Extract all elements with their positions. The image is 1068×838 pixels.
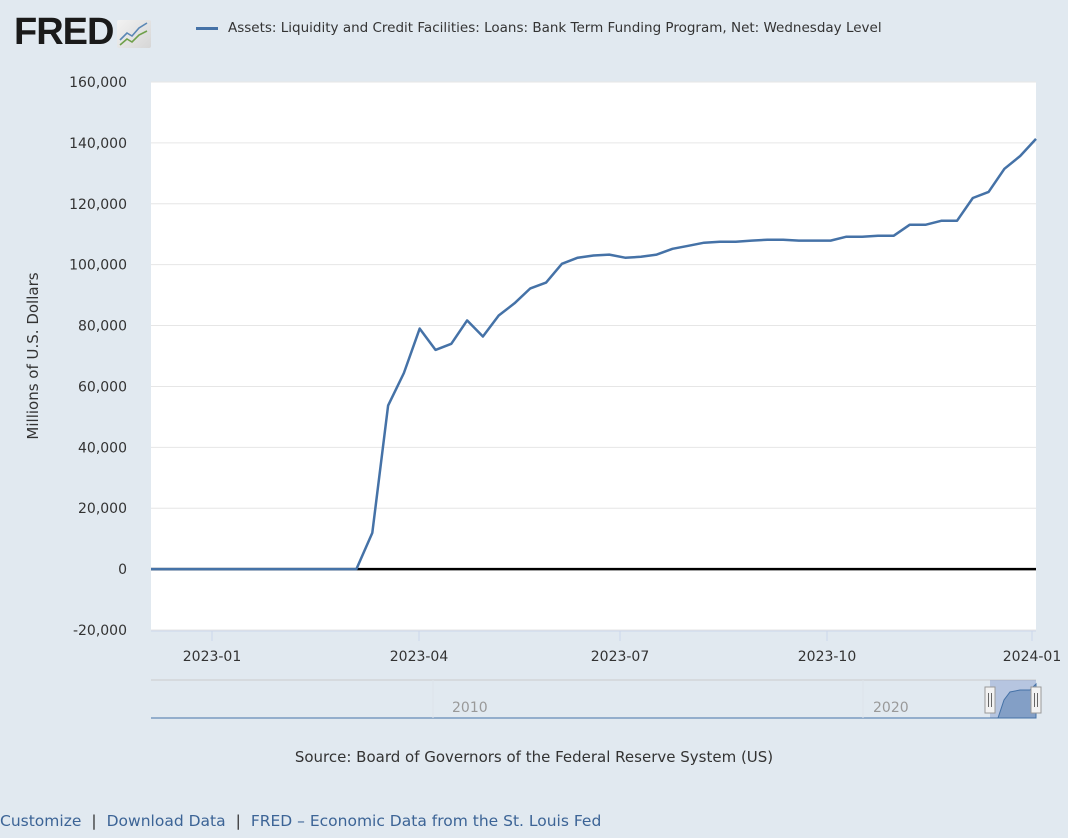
y-tick-label: 120,000: [69, 197, 127, 213]
separator: |: [91, 812, 97, 830]
x-tick-label: 2023-07: [591, 649, 650, 665]
fred-logo[interactable]: FRED: [14, 11, 152, 53]
x-tick-label: 2023-01: [183, 649, 242, 665]
y-tick-label: 100,000: [69, 258, 127, 274]
y-tick-label: 60,000: [78, 379, 127, 395]
y-tick-label: 20,000: [78, 501, 127, 517]
fred-home-link[interactable]: FRED – Economic Data from the St. Louis …: [250, 812, 602, 830]
customize-link[interactable]: Customize: [0, 812, 82, 830]
y-tick-label: -20,000: [73, 623, 127, 639]
y-tick-label: 0: [118, 562, 127, 578]
chart-header: FRED Assets: Liquidity and Credit Facili…: [0, 0, 1068, 62]
y-tick-label: 80,000: [78, 319, 127, 335]
navigator-right-handle[interactable]: [1030, 686, 1042, 714]
legend-label: Assets: Liquidity and Credit Facilities:…: [228, 20, 882, 36]
chart-line-icon: [117, 20, 152, 48]
navigator-selection[interactable]: [990, 680, 1036, 718]
chart-area: -20,000 0 20,000 40,000 60,000 80,000 100,000 1…: [0, 62, 1068, 742]
series-legend[interactable]: Assets: Liquidity and Credit Facilities:…: [196, 20, 882, 36]
navigator-label: 2020: [873, 700, 909, 716]
navigator-left-handle[interactable]: [984, 686, 996, 714]
logo-text: FRED: [14, 11, 114, 53]
footer-links: Customize | Download Data | FRED – Econo…: [0, 812, 601, 830]
x-tick-label: 2023-04: [390, 649, 449, 665]
source-note: Source: Board of Governors of the Federa…: [294, 748, 774, 766]
legend-swatch: [196, 26, 218, 30]
plot-area: [151, 82, 1036, 630]
line-chart[interactable]: -20,000 0 20,000 40,000 60,000 80,000 100,000 1…: [0, 62, 1068, 742]
y-tick-label: 140,000: [69, 136, 127, 152]
separator: |: [235, 812, 241, 830]
x-tick-label: 2023-10: [798, 649, 857, 665]
x-tick-label: 2024-01: [1003, 649, 1062, 665]
series-line[interactable]: [151, 138, 1037, 571]
navigator-label: 2010: [452, 700, 488, 716]
y-axis-title: Millions of U.S. Dollars: [24, 272, 42, 439]
y-tick-label: 40,000: [78, 440, 127, 456]
y-tick-label: 160,000: [69, 75, 127, 91]
download-data-link[interactable]: Download Data: [106, 812, 226, 830]
